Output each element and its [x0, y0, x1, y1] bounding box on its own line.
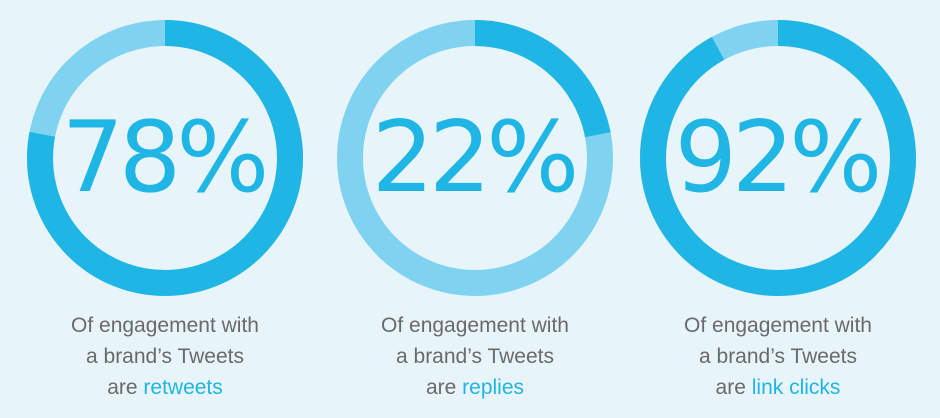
stat-retweets: 78% Of engagement with a brand’s Tweets … — [15, 0, 315, 418]
caption: Of engagement with a brand’s Tweets are … — [325, 310, 625, 403]
caption-highlight: replies — [462, 376, 525, 399]
caption-line-3: are link clicks — [628, 372, 928, 403]
caption-line-1: Of engagement with — [684, 314, 872, 337]
donut-value-arc — [27, 20, 303, 296]
caption-line-2: a brand’s Tweets — [699, 345, 857, 368]
caption-highlight: link clicks — [751, 376, 841, 399]
percentage-label: 78% — [61, 101, 270, 215]
caption-line-3: are replies — [325, 372, 625, 403]
donut-value-arc — [640, 20, 916, 296]
percentage-label: 22% — [371, 101, 580, 215]
caption-highlight: retweets — [143, 376, 223, 399]
donut-chart-replies — [325, 8, 625, 308]
caption-line-1: Of engagement with — [71, 314, 259, 337]
caption-prefix: are — [425, 376, 457, 399]
percentage-label: 92% — [674, 101, 883, 215]
stat-link-clicks: 92% Of engagement with a brand’s Tweets … — [628, 0, 928, 418]
donut-value-arc — [337, 20, 613, 296]
donut-chart-link-clicks — [628, 8, 928, 308]
caption-line-2: a brand’s Tweets — [396, 345, 554, 368]
caption-prefix: are — [715, 376, 746, 399]
caption-line-2: a brand’s Tweets — [86, 345, 244, 368]
donut-chart-retweets — [15, 8, 315, 308]
caption: Of engagement with a brand’s Tweets are … — [15, 310, 315, 403]
caption-line-1: Of engagement with — [381, 314, 569, 337]
caption-line-3: are retweets — [15, 372, 315, 403]
stat-replies: 22% Of engagement with a brand’s Tweets … — [325, 0, 625, 418]
caption: Of engagement with a brand’s Tweets are … — [628, 310, 928, 403]
caption-prefix: are — [107, 376, 138, 399]
